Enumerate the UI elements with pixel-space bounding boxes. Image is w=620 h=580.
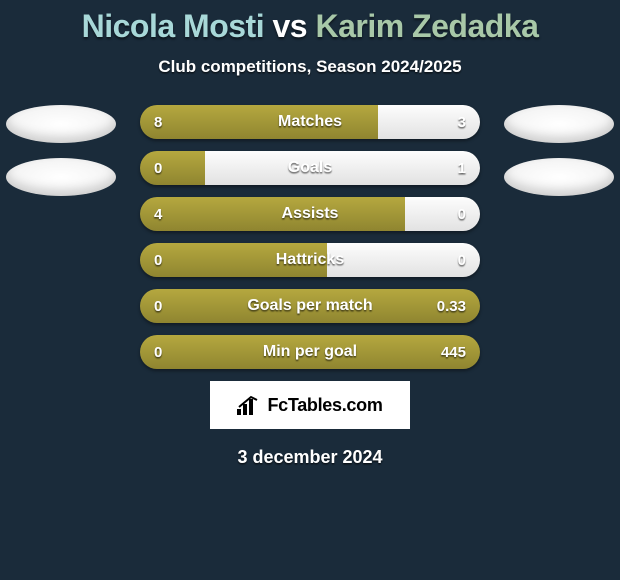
vs-text: vs — [272, 8, 307, 44]
stat-row: Hattricks0 0 — [140, 243, 480, 277]
player-left-oval — [6, 158, 116, 196]
player-left-oval — [6, 105, 116, 143]
stat-value-right: 0 — [458, 197, 466, 231]
player-right-name: Karim Zedadka — [315, 8, 538, 44]
stat-value-left: 4 — [154, 197, 162, 231]
stat-value-left: 0 — [154, 289, 162, 323]
stat-label: Goals — [140, 151, 480, 185]
stat-value-right: 3 — [458, 105, 466, 139]
fctables-icon — [237, 395, 261, 415]
stat-value-right: 0.33 — [437, 289, 466, 323]
stat-value-left: 0 — [154, 243, 162, 277]
stat-row: Goals per match0 0.33 — [140, 289, 480, 323]
subtitle: Club competitions, Season 2024/2025 — [0, 57, 620, 77]
stat-value-left: 8 — [154, 105, 162, 139]
stat-label: Matches — [140, 105, 480, 139]
logo-text: FcTables.com — [267, 395, 382, 416]
stat-row: Min per goal0 445 — [140, 335, 480, 369]
stat-label: Min per goal — [140, 335, 480, 369]
stat-label: Goals per match — [140, 289, 480, 323]
comparison-title: Nicola Mosti vs Karim Zedadka — [0, 8, 620, 45]
stat-value-left: 0 — [154, 335, 162, 369]
date-text: 3 december 2024 — [0, 447, 620, 468]
stat-value-right: 0 — [458, 243, 466, 277]
player-right-oval — [504, 158, 614, 196]
stats-area: Matches83Goals01Assists40Hattricks00Goal… — [0, 105, 620, 369]
stat-row: Goals0 1 — [140, 151, 480, 185]
stat-value-left: 0 — [154, 151, 162, 185]
stat-row: Assists4 0 — [140, 197, 480, 231]
stat-row: Matches8 3 — [140, 105, 480, 139]
stat-value-right: 1 — [458, 151, 466, 185]
logo-box: FcTables.com — [210, 381, 410, 429]
stat-label: Assists — [140, 197, 480, 231]
stat-label: Hattricks — [140, 243, 480, 277]
stat-value-right: 445 — [441, 335, 466, 369]
player-left-name: Nicola Mosti — [82, 8, 264, 44]
player-right-oval — [504, 105, 614, 143]
